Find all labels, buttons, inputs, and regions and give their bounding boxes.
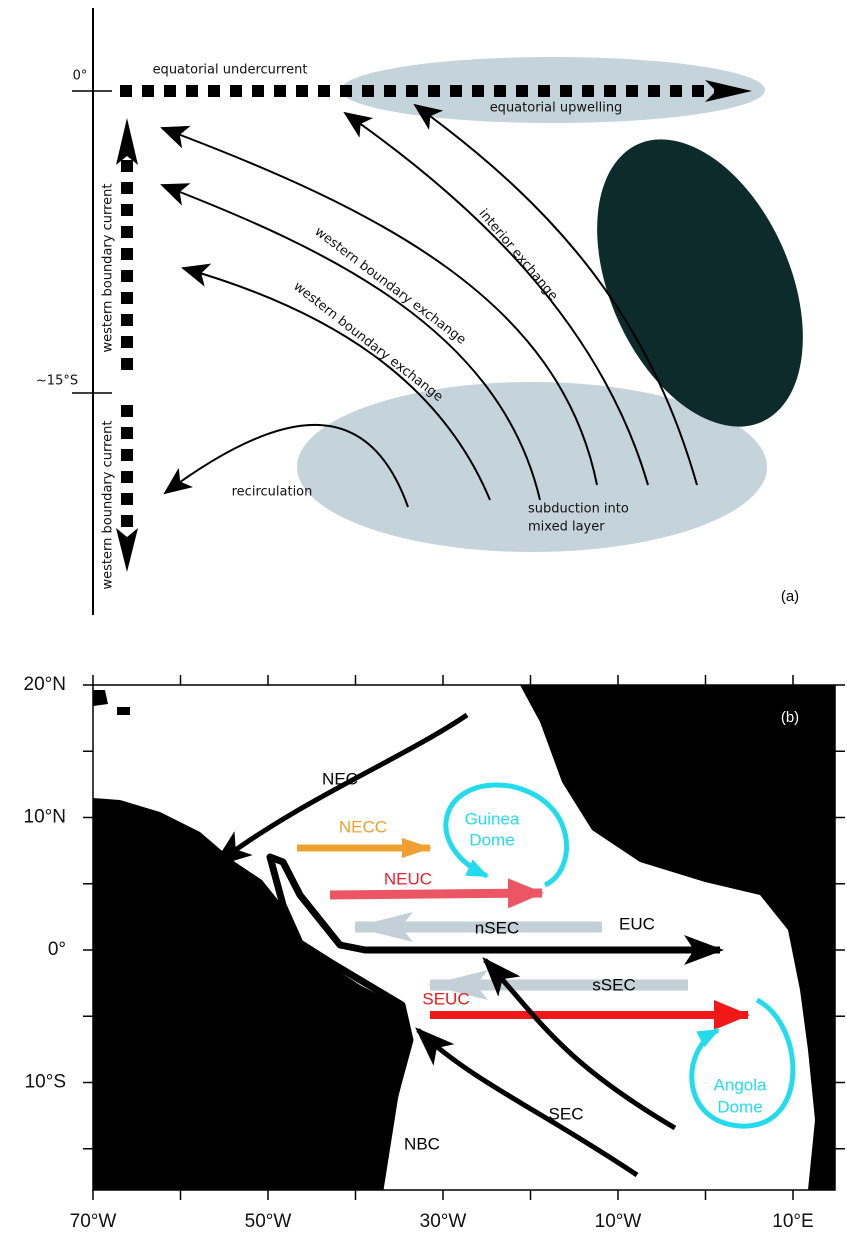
label: sSEC xyxy=(592,975,635,994)
subduction-zone xyxy=(297,382,767,552)
x-tick-label: 10°W xyxy=(595,1211,642,1232)
arrowhead xyxy=(705,80,752,102)
sec xyxy=(415,1027,639,1178)
south-america xyxy=(93,798,412,1190)
africa xyxy=(520,685,835,1190)
label: equatorial upwelling xyxy=(490,101,623,116)
x-tick-label: 30°W xyxy=(420,1211,467,1232)
label: SEUC xyxy=(422,989,469,1008)
tick-labels: 70°W 50°W 30°W 10°W 10°E 20°N 10°N 0° 10°S xyxy=(24,674,814,1232)
label: NEC xyxy=(322,769,358,788)
label: EUC xyxy=(619,914,655,933)
pathways xyxy=(160,103,698,508)
x-tick-label: 50°W xyxy=(245,1211,292,1232)
angola-dome xyxy=(689,997,796,1129)
label: ventilation xyxy=(665,225,734,240)
label: Angola xyxy=(714,1075,767,1094)
label: equatorial undercurrent xyxy=(153,63,308,78)
label: shadow xyxy=(675,244,725,259)
label: western boundary current xyxy=(101,421,116,590)
neuc xyxy=(329,878,544,909)
lat-label: ~15°S xyxy=(36,374,78,389)
panel-a: 0° ~15°S equatorial undercurrent equator… xyxy=(36,8,803,615)
x-tick-label: 70°W xyxy=(70,1211,117,1232)
label: western boundary exchange xyxy=(290,279,445,405)
y-tick-label: 20°N xyxy=(24,674,66,695)
lat-label: 0° xyxy=(73,69,88,84)
label: NECC xyxy=(339,817,387,836)
label: subduction into xyxy=(528,502,629,517)
islands xyxy=(93,690,130,715)
sec xyxy=(482,957,677,1131)
label: SEC xyxy=(549,1104,584,1123)
y-tick-label: 0° xyxy=(48,939,66,960)
label: Guinea xyxy=(465,809,520,828)
label: NEUC xyxy=(384,869,432,888)
upwelling-zone xyxy=(341,57,765,123)
ticks xyxy=(83,675,845,1200)
y-tick-label: 10°N xyxy=(24,807,66,828)
nbc-euc xyxy=(266,853,724,1191)
label: Dome xyxy=(469,830,514,849)
label: mixed layer xyxy=(528,520,605,535)
label: recirculation xyxy=(232,485,313,500)
panel-b: NEC NECC Guinea Dome NEUC nSEC EUC sSEC … xyxy=(24,674,845,1232)
y-tick-label: 10°S xyxy=(25,1072,66,1093)
label: Dome xyxy=(717,1097,762,1116)
shadow-zone xyxy=(597,139,803,427)
label: NBC xyxy=(404,1134,440,1153)
panel-label: (a) xyxy=(781,588,799,605)
label: zone xyxy=(684,263,715,278)
label: nSEC xyxy=(475,918,519,937)
arrowhead xyxy=(116,528,138,572)
label: western boundary current xyxy=(101,184,116,353)
nec xyxy=(211,712,469,868)
guinea-dome xyxy=(443,782,569,888)
arrowhead xyxy=(116,118,138,165)
map-frame xyxy=(92,684,836,1191)
x-tick-label: 10°E xyxy=(772,1211,813,1232)
panel-label: (b) xyxy=(781,709,799,726)
